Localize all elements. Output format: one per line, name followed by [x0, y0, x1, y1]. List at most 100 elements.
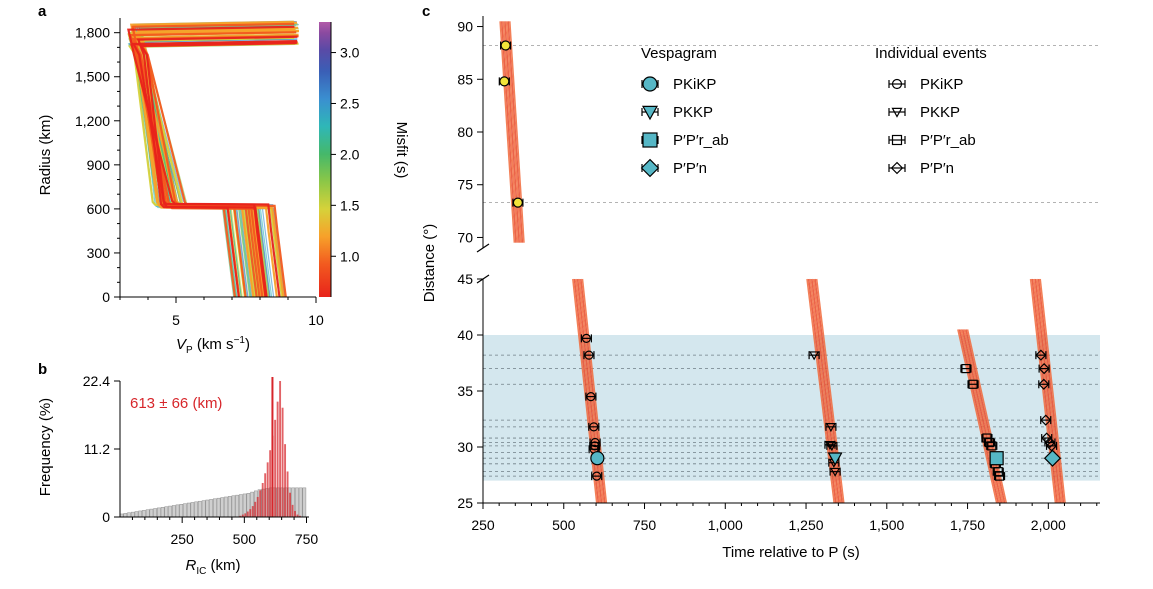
b-ylabel: Frequency (%) — [37, 398, 54, 496]
legend-event-marker — [891, 107, 903, 118]
posterior-bar — [256, 496, 259, 517]
branch-line — [957, 329, 998, 504]
event-point — [809, 351, 820, 361]
event-point — [1040, 414, 1052, 426]
a-xlabel: VP (km s−1) — [176, 335, 250, 356]
b-xtick-label: 500 — [233, 531, 257, 547]
branch-line — [963, 329, 1004, 504]
branch-line — [580, 278, 606, 504]
posterior-bar — [296, 514, 299, 517]
c-xtick-label: 1,000 — [708, 517, 743, 533]
prior-bar — [149, 508, 154, 518]
event-point — [830, 467, 841, 477]
yellow-event-point — [499, 76, 510, 87]
prior-bar — [157, 507, 161, 518]
c-xtick-label: 500 — [552, 517, 576, 533]
posterior-bar — [246, 511, 249, 517]
c-ytick-label: 70 — [457, 229, 473, 245]
velocity-profile-line — [136, 35, 298, 298]
c-xtick-label: 2,000 — [1031, 517, 1066, 533]
posterior-histogram — [239, 381, 301, 517]
event-point — [1038, 362, 1050, 375]
radius-estimate-annotation: 613 ± 66 (km) — [130, 395, 222, 412]
prior-bar — [216, 497, 221, 518]
c-xtick-label: 1,750 — [950, 517, 985, 533]
event-point — [1038, 378, 1050, 390]
posterior-bar — [294, 510, 296, 517]
legend-vespagram-marker — [641, 105, 659, 121]
branch-line — [1029, 278, 1057, 504]
legend-ves-ppn: P′P′n — [673, 160, 707, 177]
branch-line — [500, 21, 517, 243]
a-ytick-label: 1,200 — [75, 113, 110, 129]
c-ytick-label: 90 — [457, 19, 473, 35]
legend-ind-pkkp: PKKP — [920, 104, 960, 121]
event-point — [584, 350, 594, 360]
velocity-profile-line — [127, 25, 295, 298]
shaded-distance-band — [483, 335, 1100, 481]
prior-bar — [138, 510, 143, 518]
legend-vespagram-marker — [642, 76, 658, 92]
event-point — [984, 437, 995, 448]
posterior-bar — [291, 504, 294, 517]
a-ytick-label: 1,800 — [75, 25, 110, 41]
c-ytick-label: 35 — [457, 383, 473, 399]
colorbar-ticks: 1.0 1.5 2.0 2.5 3.0 — [330, 22, 360, 297]
event-point — [592, 471, 602, 481]
branch-line — [578, 278, 604, 504]
branch-line — [965, 329, 1006, 504]
prior-bar — [130, 511, 135, 518]
c-ytick-label: 75 — [457, 177, 473, 193]
colorbar-tick-label: 1.5 — [340, 197, 360, 213]
prior-bar — [302, 487, 307, 518]
prior-bar — [168, 505, 172, 518]
event-point — [1044, 436, 1056, 449]
prior-bar — [190, 502, 195, 518]
yellow-event-point — [500, 40, 511, 51]
panel-c-travel-times: 70 75 80 85 90 25 30 35 40 45 250 500 750 1,000 1,250 1… — [421, 16, 1100, 561]
c-xtick-label: 750 — [633, 517, 657, 533]
c-ytick-label: 80 — [457, 124, 473, 140]
event-point — [1035, 349, 1047, 361]
event-point — [825, 423, 836, 433]
branch-line — [814, 278, 843, 504]
branch-line — [575, 278, 601, 504]
b-xlabel: RIC (km) — [186, 557, 241, 577]
panel-label-c: c — [422, 3, 430, 20]
c-xtick-label: 1,500 — [869, 517, 904, 533]
branch-line — [581, 278, 608, 504]
posterior-bar — [279, 381, 282, 517]
posterior-bar — [249, 509, 252, 517]
branch-line — [576, 278, 603, 504]
event-point — [987, 441, 997, 451]
panel-b-axes: 0 11.2 22.4 250 500 750 — [83, 373, 319, 547]
event-point — [589, 422, 599, 432]
branch-line — [573, 278, 600, 504]
prior-bar — [175, 504, 180, 518]
posterior-bar — [289, 492, 291, 517]
legend-event-marker — [890, 161, 904, 175]
event-point — [581, 333, 591, 343]
colorbar-tick-label: 1.0 — [340, 248, 360, 264]
panel-b-histogram: 0 11.2 22.4 250 500 750 613 ± 66 (km) RIC (km… — [37, 373, 318, 577]
legend-ind-ppn: P′P′n — [920, 160, 954, 177]
posterior-bar — [286, 471, 289, 517]
prior-bar — [179, 504, 184, 518]
legend-ind-pkikp: PKiKP — [920, 76, 963, 93]
prior-bar — [227, 496, 232, 518]
posterior-bar — [239, 515, 242, 517]
c-ytick-label: 40 — [457, 327, 473, 343]
prior-bar — [153, 508, 157, 518]
posterior-bar — [266, 462, 269, 517]
velocity-profile-ensemble — [127, 20, 300, 298]
prior-bar — [209, 499, 213, 518]
axis-break-mark — [476, 243, 490, 253]
vespagram-point — [1043, 449, 1062, 467]
posterior-bar — [269, 450, 272, 517]
prior-bar — [224, 496, 228, 518]
event-point — [824, 440, 835, 450]
velocity-profile-line — [131, 40, 298, 298]
posterior-bar — [276, 401, 279, 517]
posterior-bar — [274, 419, 277, 517]
